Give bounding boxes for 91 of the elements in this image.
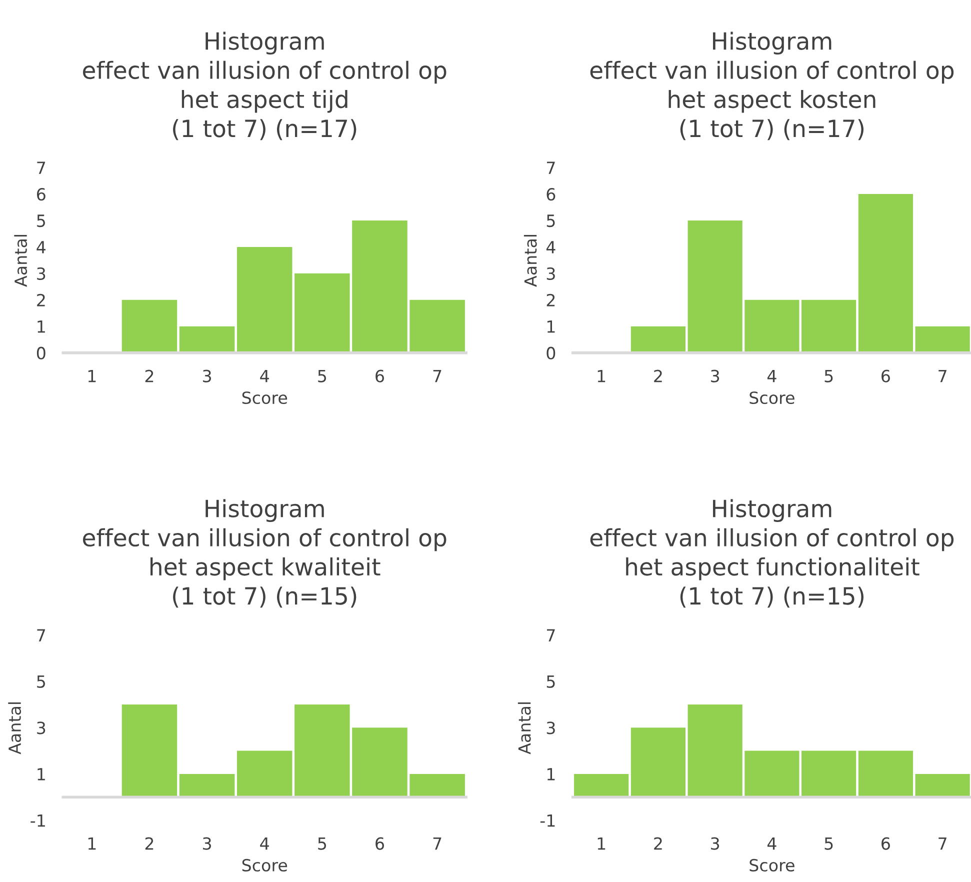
y-tick-label: 5 — [37, 214, 45, 228]
y-axis-title: Aantal — [524, 234, 537, 287]
y-tick-label: 6 — [546, 188, 556, 201]
y-axis-title: Aantal — [8, 702, 22, 754]
bar — [858, 750, 913, 798]
bar — [688, 220, 742, 353]
x-tick-label: 4 — [767, 370, 776, 382]
bar — [294, 704, 350, 798]
y-tick-label: 1 — [547, 320, 555, 333]
bar — [236, 246, 292, 353]
x-tick-label: 5 — [824, 370, 833, 382]
x-tick-label: 1 — [88, 370, 96, 382]
bar — [574, 774, 629, 798]
x-tick-label: 7 — [938, 370, 946, 382]
x-tick-label: 3 — [711, 837, 720, 850]
x-tick-label: 6 — [376, 370, 384, 382]
y-tick-label: 7 — [546, 629, 555, 642]
bar — [630, 728, 686, 798]
x-tick-label: 7 — [433, 370, 442, 382]
bar — [802, 300, 856, 353]
y-tick-label: 3 — [37, 722, 46, 734]
x-tick-label: 5 — [318, 837, 326, 850]
bar — [352, 728, 408, 798]
bar — [744, 750, 800, 798]
x-tick-label: 4 — [260, 837, 269, 850]
bar — [802, 750, 856, 798]
bar — [915, 326, 970, 353]
y-tick-label: 3 — [546, 722, 555, 734]
x-axis-title: Score — [750, 391, 794, 404]
y-tick-label: -1 — [30, 814, 45, 827]
y-tick-label: 4 — [546, 241, 556, 254]
x-tick-label: 7 — [938, 837, 946, 850]
bar — [122, 704, 178, 798]
y-tick-label: 2 — [546, 294, 555, 306]
x-tick-label: 5 — [318, 370, 326, 382]
x-tick-label: 6 — [376, 837, 384, 850]
y-tick-label: 0 — [546, 346, 556, 360]
chart-title: Histogram effect van illusion of control op het aspect functionaliteit (1 tot 7) (n=15) — [590, 499, 954, 608]
y-tick-label: 4 — [36, 241, 46, 254]
bar — [179, 774, 235, 798]
x-tick-label: 3 — [203, 837, 211, 850]
bar — [122, 300, 178, 353]
x-tick-label: 1 — [598, 837, 606, 850]
x-axis-title: Score — [242, 858, 288, 872]
x-tick-label: 2 — [145, 837, 154, 850]
y-tick-label: 3 — [37, 267, 46, 280]
x-tick-label: 6 — [882, 370, 890, 382]
y-tick-label: 7 — [37, 629, 46, 642]
bar — [410, 300, 465, 353]
y-tick-label: 3 — [546, 267, 555, 280]
y-tick-label: 5 — [546, 214, 555, 228]
bar — [630, 326, 686, 353]
x-tick-label: 2 — [654, 837, 662, 850]
y-tick-label: 7 — [546, 162, 555, 174]
x-tick-label: 5 — [824, 837, 833, 850]
bar — [744, 300, 800, 353]
y-tick-label: 1 — [38, 320, 45, 333]
bar — [294, 273, 350, 353]
y-tick-label: 5 — [37, 676, 45, 688]
y-tick-label: 1 — [38, 768, 45, 780]
bar — [179, 326, 235, 353]
y-tick-label: -1 — [540, 814, 555, 827]
chart-title: Histogram effect van illusion of control op het aspect tijd (1 tot 7) (n=17) — [83, 32, 446, 140]
bar — [410, 774, 465, 798]
y-tick-label: 6 — [37, 188, 46, 201]
x-tick-label: 3 — [711, 370, 720, 382]
x-tick-label: 7 — [433, 837, 442, 850]
x-tick-label: 1 — [598, 370, 606, 382]
x-tick-label: 1 — [88, 837, 96, 850]
bar — [688, 704, 742, 798]
y-axis-title: Aantal — [518, 702, 531, 754]
x-tick-label: 3 — [203, 370, 211, 382]
x-tick-label: 4 — [767, 837, 776, 850]
bar — [236, 750, 292, 798]
x-axis-title: Score — [242, 391, 288, 404]
y-tick-label: 5 — [546, 676, 555, 688]
x-tick-label: 2 — [654, 370, 662, 382]
y-tick-label: 1 — [547, 768, 555, 780]
bar — [858, 194, 913, 353]
y-tick-label: 0 — [36, 346, 46, 360]
bar — [915, 774, 970, 798]
chart-title: Histogram effect van illusion of control op het aspect kwaliteit (1 tot 7) (n=15) — [83, 499, 446, 608]
y-tick-label: 2 — [37, 294, 45, 306]
bar — [352, 220, 408, 353]
x-tick-label: 2 — [145, 370, 154, 382]
x-tick-label: 6 — [882, 837, 890, 850]
y-axis-title: Aantal — [14, 234, 28, 287]
chart-title: Histogram effect van illusion of control op het aspect kosten (1 tot 7) (n=17) — [590, 32, 954, 140]
x-tick-label: 4 — [260, 370, 269, 382]
y-tick-label: 7 — [37, 162, 46, 174]
x-axis-title: Score — [750, 858, 794, 872]
